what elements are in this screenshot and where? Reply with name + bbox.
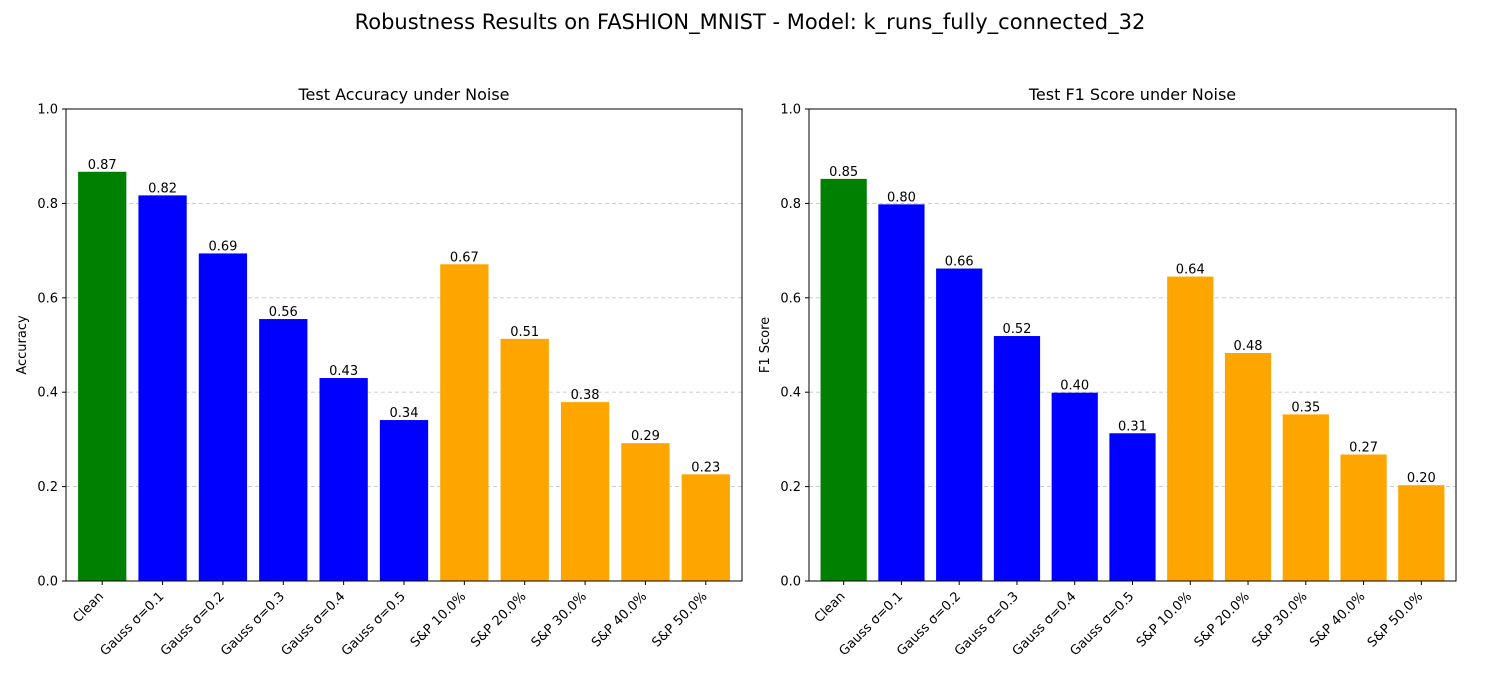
- bar-value-label: 0.52: [1002, 322, 1031, 337]
- plot-frame: [65, 108, 743, 582]
- bar: [138, 195, 187, 581]
- y-axis-label: Accuracy: [15, 315, 30, 375]
- bar-value-label: 0.40: [1060, 379, 1089, 394]
- bar-value-label: 0.48: [1234, 339, 1263, 354]
- chart-panel-1: 0.0 0.2 0.4 0.6 0.8 1.0 0.87 Clean 0.82 Gauss σ=0…: [15, 85, 743, 659]
- bar: [820, 178, 867, 581]
- y-tick-label: 0.8: [37, 197, 58, 212]
- y-tick-label: 0.0: [780, 575, 801, 590]
- bar-value-label: 0.56: [269, 305, 298, 320]
- y-tick-label: 0.8: [780, 197, 801, 212]
- y-tick-label: 0.6: [37, 291, 58, 306]
- bar-value-label: 0.23: [691, 460, 720, 475]
- bar: [621, 443, 670, 581]
- bar-value-label: 0.69: [208, 239, 237, 254]
- x-tick-label: S&P 40.0%: [1307, 589, 1368, 650]
- x-tick-label: S&P 10.0%: [408, 589, 469, 650]
- bar: [379, 420, 429, 581]
- bar-value-label: 0.87: [88, 158, 117, 173]
- bar-value-label: 0.27: [1349, 441, 1378, 456]
- bar: [1224, 353, 1272, 581]
- y-tick-label: 0.6: [780, 291, 801, 306]
- bar-value-label: 0.82: [148, 181, 177, 196]
- chart-title: Test F1 Score under Noise: [1028, 85, 1236, 104]
- bar: [500, 338, 549, 581]
- x-tick-label: S&P 50.0%: [1365, 589, 1426, 650]
- bar: [78, 171, 127, 581]
- figure-suptitle: Robustness Results on FASHION_MNIST - Mo…: [354, 10, 1146, 34]
- bar: [1340, 454, 1387, 581]
- bar-value-label: 0.67: [450, 250, 479, 265]
- y-tick-label: 1.0: [37, 103, 58, 118]
- bar-value-label: 0.35: [1291, 400, 1320, 415]
- x-tick-label: Clean: [70, 589, 107, 626]
- bar: [993, 336, 1041, 581]
- bar-value-label: 0.80: [887, 190, 916, 205]
- x-tick-label: S&P 40.0%: [589, 589, 650, 650]
- bar: [440, 264, 489, 581]
- bar-value-label: 0.38: [571, 388, 600, 403]
- x-tick-label: S&P 10.0%: [1134, 589, 1195, 650]
- y-tick-label: 0.4: [37, 386, 58, 401]
- y-tick-label: 0.2: [780, 480, 801, 495]
- bar-value-label: 0.85: [829, 165, 858, 180]
- plot-frame: [808, 108, 1457, 582]
- bar: [1167, 276, 1214, 581]
- y-tick-label: 0.4: [780, 386, 801, 401]
- bar-value-label: 0.43: [329, 364, 358, 379]
- x-tick-label: S&P 30.0%: [1249, 589, 1310, 650]
- bar-value-label: 0.29: [631, 429, 660, 444]
- x-tick-label: S&P 50.0%: [649, 589, 710, 650]
- bar-value-label: 0.66: [945, 255, 974, 270]
- bar: [1051, 392, 1098, 581]
- x-tick-label: Gauss σ=0.5: [339, 589, 409, 659]
- y-tick-label: 1.0: [780, 103, 801, 118]
- bar: [560, 402, 610, 581]
- bar: [936, 268, 983, 581]
- bar-value-label: 0.64: [1176, 263, 1205, 278]
- x-tick-label: S&P 20.0%: [1192, 589, 1253, 650]
- bar: [1398, 485, 1445, 581]
- chart-title: Test Accuracy under Noise: [297, 85, 509, 104]
- x-tick-label: Clean: [812, 589, 849, 626]
- bar: [1282, 414, 1329, 581]
- bar-value-label: 0.31: [1118, 419, 1147, 434]
- bar-value-label: 0.20: [1407, 471, 1436, 486]
- bar: [878, 204, 925, 581]
- bar-value-label: 0.34: [390, 406, 419, 421]
- y-tick-label: 0.2: [37, 480, 58, 495]
- bar: [198, 253, 248, 581]
- x-tick-label: S&P 20.0%: [468, 589, 529, 650]
- bar: [259, 319, 308, 581]
- y-tick-label: 0.0: [37, 575, 58, 590]
- bar-value-label: 0.51: [510, 325, 539, 340]
- bar: [681, 474, 730, 581]
- y-axis-label: F1 Score: [758, 317, 773, 373]
- bar: [1109, 433, 1156, 581]
- x-tick-label: S&P 30.0%: [529, 589, 590, 650]
- bar: [319, 378, 368, 581]
